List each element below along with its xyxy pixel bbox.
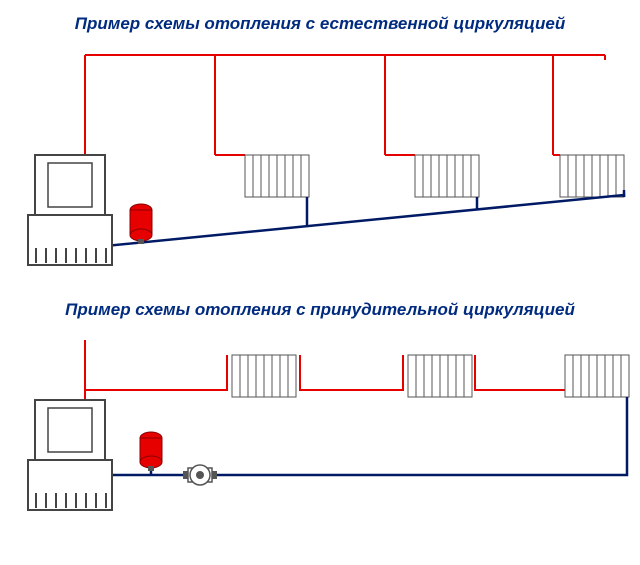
radiator-2c — [565, 355, 629, 397]
radiator-1a — [245, 155, 309, 197]
hot-seg-2a — [85, 355, 227, 390]
radiator-1c — [560, 155, 624, 197]
boiler-2 — [28, 400, 112, 510]
boiler-1 — [28, 155, 112, 265]
cold-return-2 — [85, 397, 627, 505]
cold-return-1 — [85, 195, 624, 265]
radiator-2b — [408, 355, 472, 397]
circulation-pump-icon — [183, 465, 217, 485]
expansion-tank-1 — [130, 204, 152, 244]
hot-seg-2c — [475, 355, 570, 390]
radiator-1b — [415, 155, 479, 197]
expansion-tank-2 — [140, 432, 162, 475]
heating-diagram-svg — [0, 0, 640, 565]
hot-seg-2b — [300, 355, 403, 390]
radiator-2a — [232, 355, 296, 397]
